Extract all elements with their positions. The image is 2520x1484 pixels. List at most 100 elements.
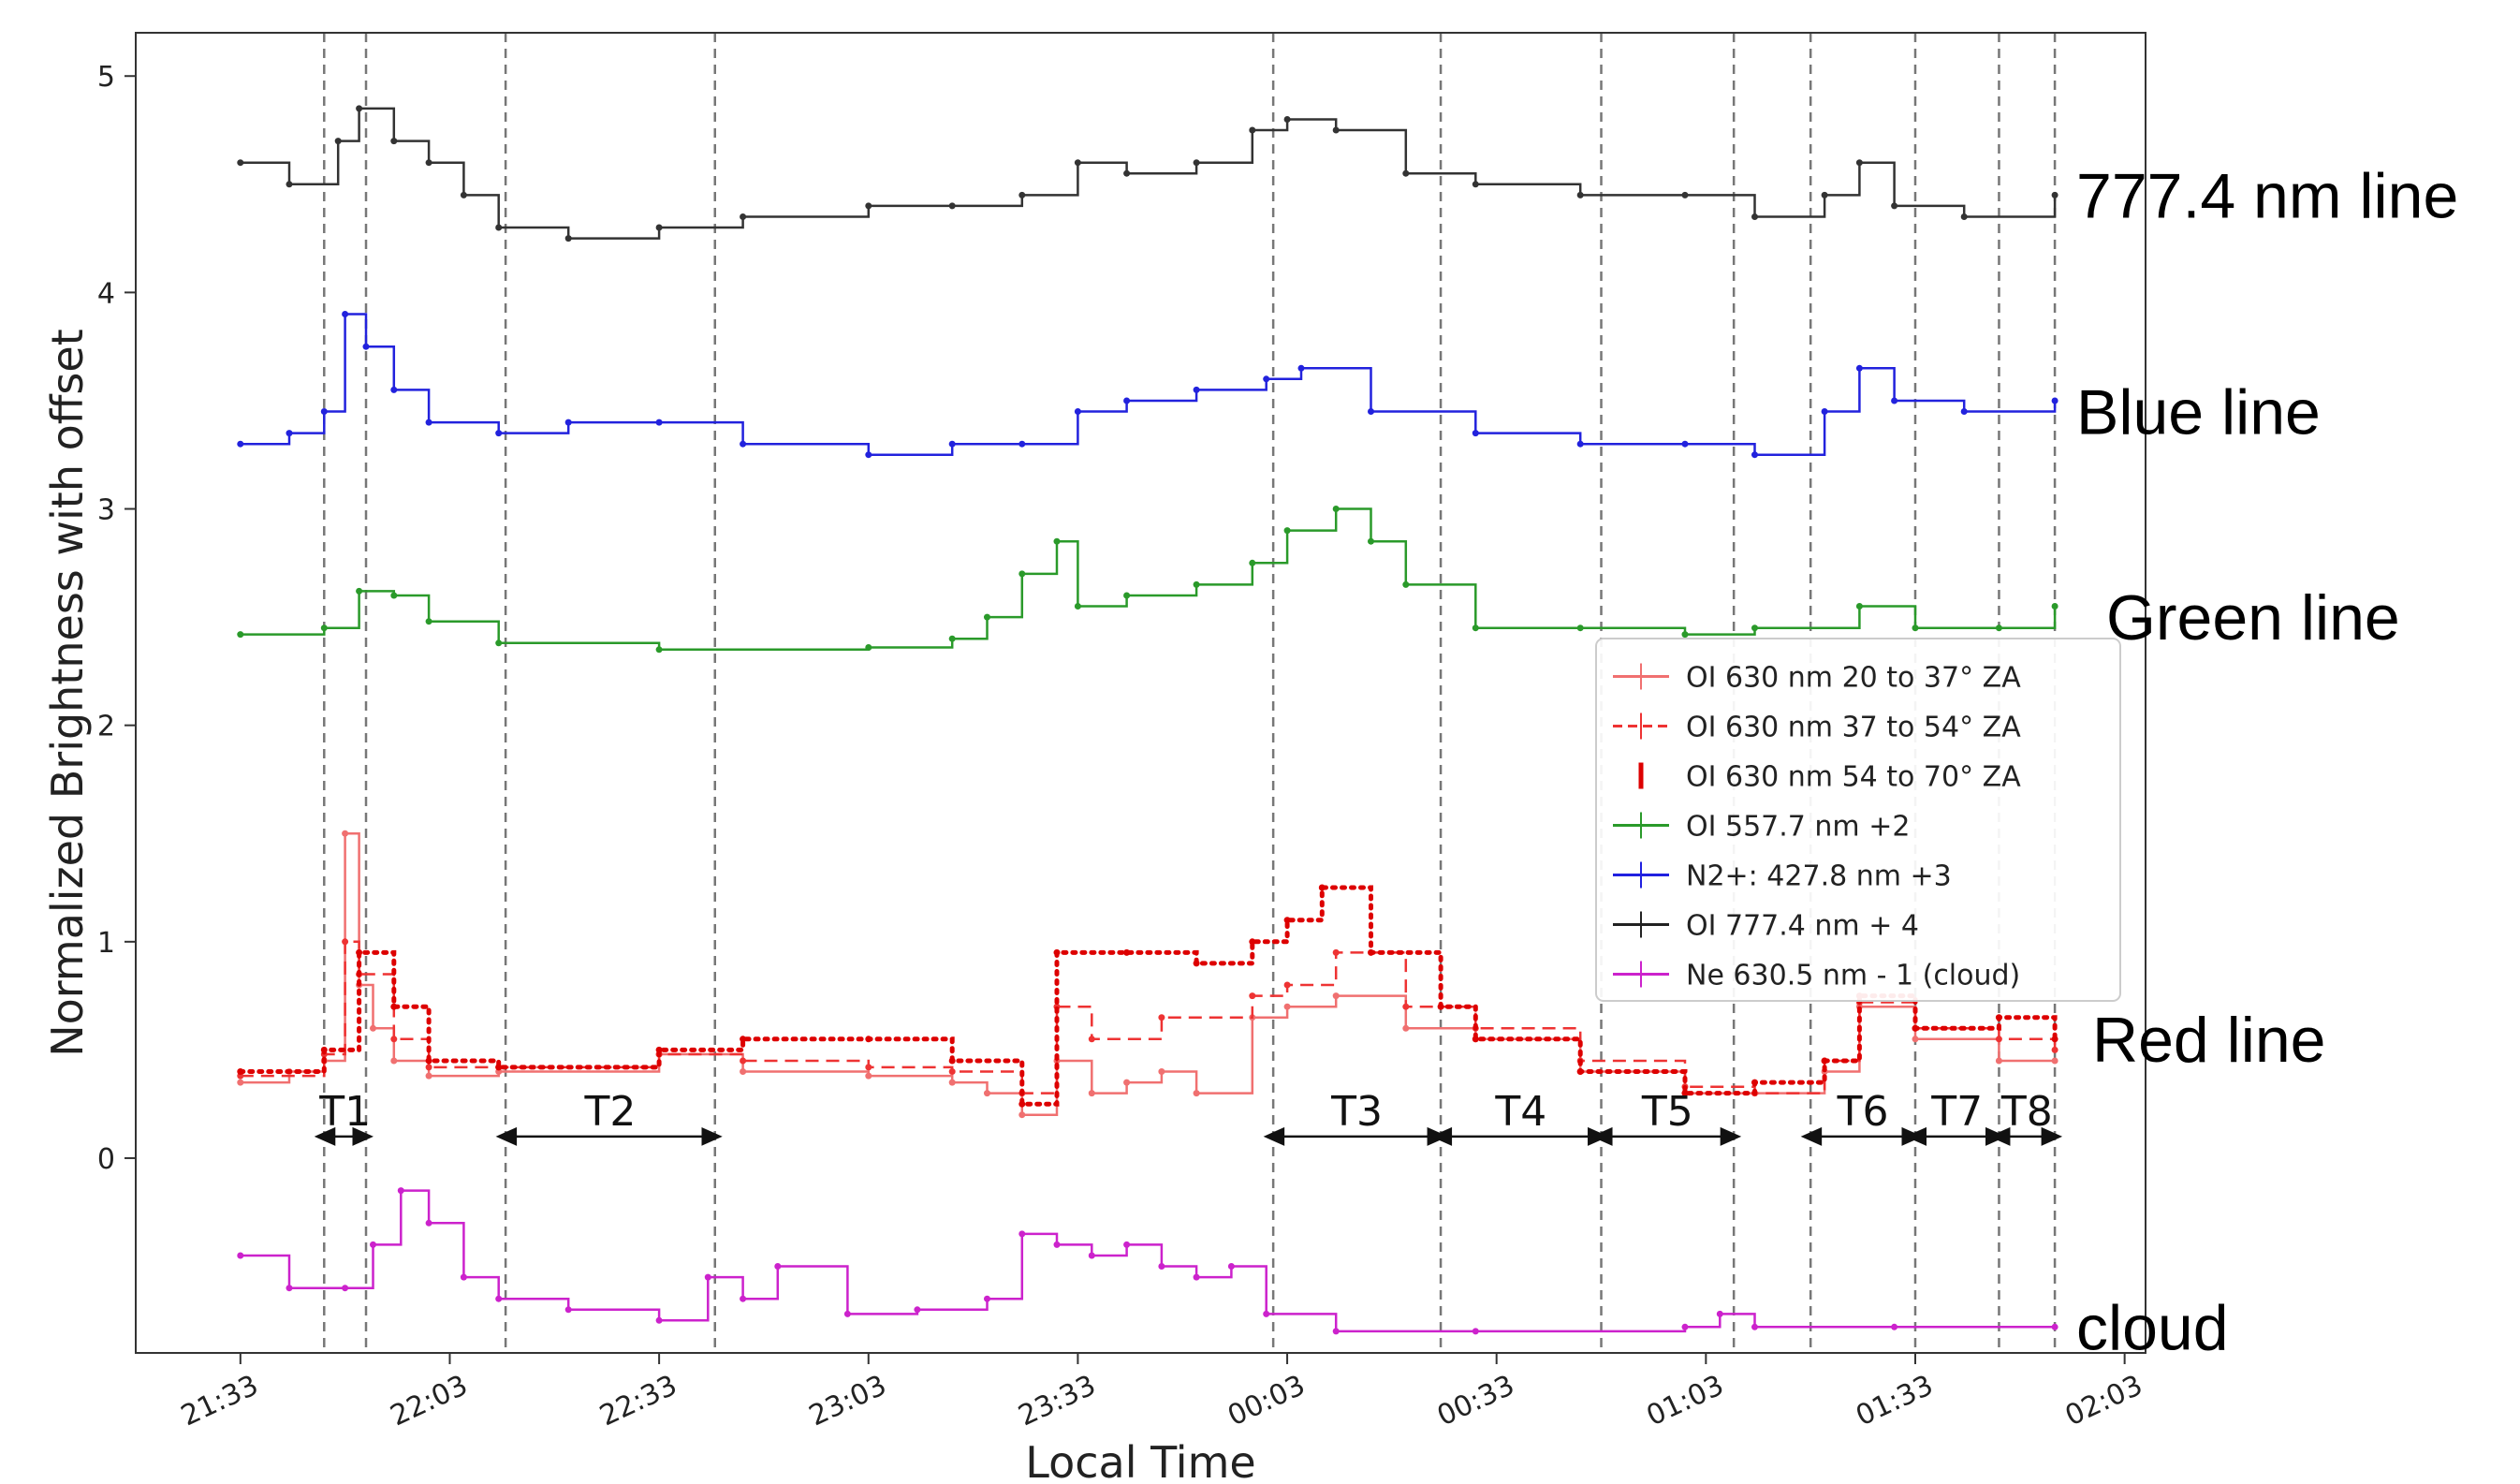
data-point (1283, 981, 1291, 989)
region-label: T1 (318, 1088, 371, 1136)
data-point (740, 1036, 747, 1043)
data-point (1891, 397, 1898, 404)
data-point (1332, 948, 1340, 956)
data-point (425, 1219, 432, 1227)
data-point (1053, 537, 1061, 545)
data-point (1402, 1024, 1410, 1032)
data-point (342, 830, 349, 837)
line-labels: 777.4 nm line Blue line Green line Red line… (2076, 160, 2458, 1363)
data-point (1158, 1263, 1165, 1270)
data-point (356, 948, 363, 956)
data-point (1018, 440, 1026, 448)
data-point (425, 618, 432, 625)
data-point (1821, 408, 1828, 415)
data-point (1158, 1014, 1165, 1021)
data-point (425, 1072, 432, 1080)
line-label-cloud: cloud (2076, 1292, 2229, 1363)
data-point (1297, 364, 1305, 372)
data-point (1018, 1100, 1026, 1108)
data-point (1960, 408, 1968, 415)
data-point (740, 1057, 747, 1065)
legend-entry: OI 630 nm 20 to 37° ZA (1613, 662, 2021, 695)
data-point (425, 1057, 432, 1065)
data-point (342, 1285, 349, 1292)
data-point (865, 1036, 872, 1043)
data-point (1472, 181, 1479, 188)
data-point (740, 213, 747, 220)
region-t1: T1 (314, 1088, 374, 1146)
data-point (370, 1024, 376, 1032)
y-axis-title: Normalized Brightness with offset (42, 329, 93, 1057)
data-point (1576, 191, 1584, 198)
data-point (1193, 159, 1200, 167)
data-point (1249, 938, 1256, 946)
data-point (495, 1064, 503, 1071)
data-point (320, 408, 328, 415)
data-point (1283, 116, 1291, 123)
data-point (1332, 1328, 1340, 1335)
data-point (1263, 1310, 1270, 1317)
series-line-oi-777-4-nm-4 (240, 107, 2057, 240)
series-line-ne-630-5-nm-1-cloud (240, 1189, 2056, 1333)
y-axis: 0 1 2 3 4 5 (97, 61, 136, 1176)
data-point (2051, 1046, 2058, 1053)
data-point (425, 419, 432, 426)
data-point (237, 1068, 244, 1075)
data-point (237, 1079, 244, 1086)
data-point (1472, 1036, 1479, 1043)
data-point (1193, 386, 1200, 393)
data-point (1751, 213, 1758, 220)
data-point (1088, 1090, 1095, 1097)
data-point (1716, 1310, 1723, 1317)
data-point (1751, 451, 1758, 459)
region-label: T7 (1930, 1088, 1983, 1136)
data-point (425, 159, 432, 167)
data-point (1855, 159, 1863, 167)
data-point (1821, 1057, 1828, 1065)
data-point (1576, 624, 1584, 632)
series-line-oi-630-nm-54-to-70-za (238, 885, 2058, 1107)
data-point (2051, 603, 2058, 610)
data-point (390, 592, 398, 599)
data-point (1855, 603, 1863, 610)
data-point (2051, 1057, 2058, 1065)
data-point (286, 181, 293, 188)
data-point (495, 639, 503, 647)
series-oi-777-4-nm-4 (237, 105, 2058, 242)
data-point (342, 938, 349, 946)
region-t4: T4 (1430, 1088, 1609, 1146)
data-point (1332, 506, 1340, 512)
data-point (655, 419, 663, 426)
data-point (1821, 191, 1828, 198)
data-point (1681, 440, 1689, 448)
data-point (1053, 1241, 1061, 1248)
legend-label: OI 777.4 nm + 4 (1686, 910, 1919, 943)
data-point (1368, 537, 1374, 545)
data-point (655, 646, 663, 654)
line-label-green-line: Green line (2106, 582, 2400, 654)
data-point (843, 1310, 851, 1317)
data-point (390, 138, 398, 145)
data-point (1751, 624, 1758, 632)
data-point (948, 440, 956, 448)
data-point (1995, 1036, 2002, 1043)
data-point (2051, 397, 2058, 404)
line-label-777-4-nm-line: 777.4 nm line (2076, 160, 2458, 231)
data-point (984, 1090, 990, 1097)
y-tick-label: 5 (97, 61, 115, 94)
data-point (334, 138, 342, 145)
data-point (2051, 1036, 2058, 1043)
plot-area-frame (135, 32, 2146, 1354)
data-point (1995, 1014, 2002, 1021)
data-point (948, 635, 956, 642)
data-point (1249, 992, 1256, 1000)
region-label: T3 (1330, 1088, 1383, 1136)
data-point (1074, 603, 1081, 610)
data-point (1332, 126, 1340, 134)
data-point (390, 1036, 398, 1043)
data-point (1158, 1068, 1165, 1075)
legend-box (1595, 638, 2121, 1002)
y-tick-label: 4 (97, 277, 115, 310)
data-point (948, 1079, 956, 1086)
region-t3: T3 (1263, 1088, 1449, 1146)
